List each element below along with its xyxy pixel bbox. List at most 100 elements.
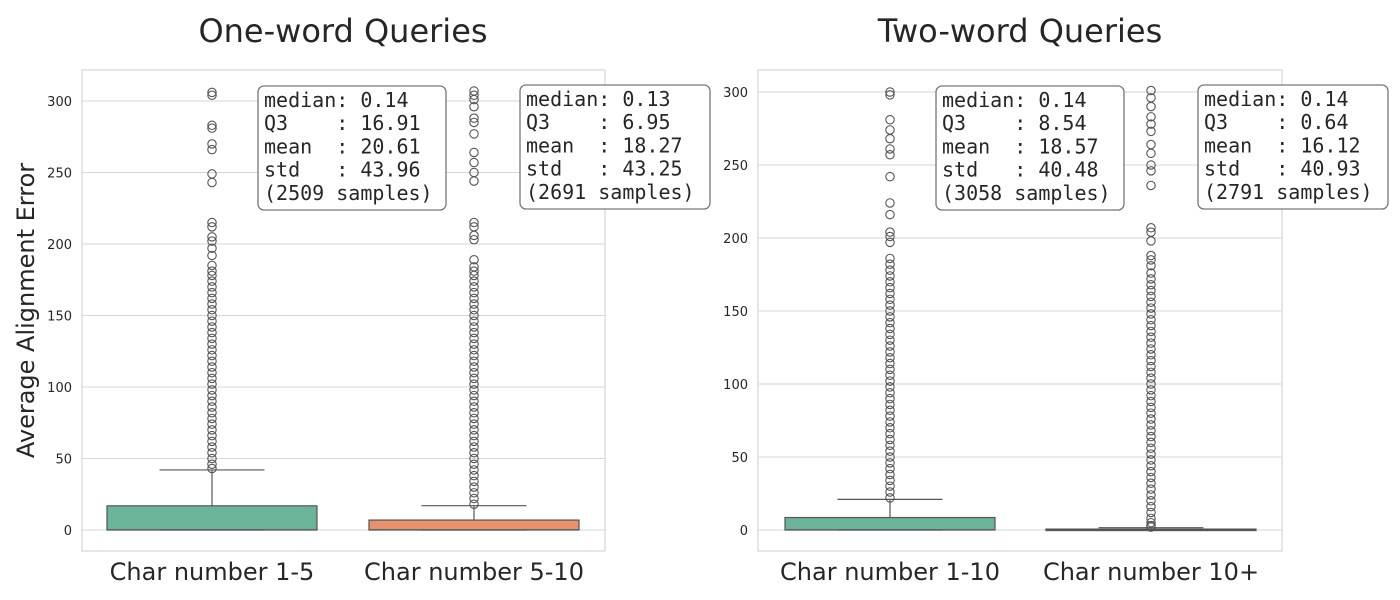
outlier-point	[207, 396, 217, 407]
y-tick-label: 250	[47, 167, 72, 182]
outlier-point	[469, 356, 479, 367]
outlier-point	[885, 440, 895, 451]
outlier-point	[885, 300, 895, 310]
outlier-point	[885, 475, 895, 486]
x-category-label: Char number 1-5	[110, 558, 315, 586]
outlier-point	[1146, 338, 1156, 348]
y-tick-label: 100	[723, 378, 748, 393]
outlier-point	[469, 94, 479, 105]
outlier-point	[885, 323, 895, 334]
stats-line: mean : 20.61	[264, 134, 421, 158]
outlier-point	[207, 385, 217, 395]
outlier-point	[207, 322, 217, 332]
outlier-point	[207, 120, 217, 131]
outlier-point	[207, 310, 217, 321]
outlier-point	[1146, 268, 1156, 278]
outlier-point	[207, 430, 217, 441]
outlier-point	[885, 428, 895, 439]
outlier-point	[469, 413, 479, 424]
outlier-point	[469, 230, 479, 241]
stats-line: Q3 : 0.64	[1204, 110, 1349, 134]
x-category-label: Char number 5-10	[364, 558, 584, 586]
outlier-point	[885, 352, 895, 363]
outlier-point	[469, 390, 479, 401]
box-2	[368, 86, 580, 531]
y-tick-label: 0	[740, 524, 748, 539]
outlier-point	[885, 452, 895, 462]
outlier-point	[885, 458, 895, 468]
outlier-point	[1146, 315, 1156, 325]
outlier-point	[885, 231, 895, 242]
y-tick-label: 50	[731, 451, 748, 466]
outlier-point	[1146, 472, 1156, 483]
outlier-point	[1146, 355, 1156, 366]
outlier-point	[1146, 119, 1156, 129]
outlier-point	[207, 327, 217, 338]
stats-line: std : 40.93	[1204, 157, 1361, 181]
outlier-point	[469, 101, 479, 112]
outlier-point	[469, 430, 479, 441]
outlier-point	[885, 493, 895, 503]
outlier-point	[469, 442, 479, 452]
outlier-point	[207, 379, 217, 389]
outlier-point	[207, 276, 217, 286]
outlier-point	[885, 364, 895, 375]
outlier-point	[207, 459, 217, 469]
outlier-point	[1146, 461, 1156, 471]
stats-line: median: 0.13	[526, 87, 671, 111]
outlier-point	[469, 234, 479, 245]
outlier-point	[207, 260, 217, 271]
outlier-point	[1146, 484, 1156, 494]
outlier-point	[469, 453, 479, 464]
outlier-point	[1146, 431, 1156, 442]
outlier-point	[207, 390, 217, 401]
outlier-point	[885, 370, 895, 380]
outlier-point	[469, 176, 479, 186]
box-1	[106, 87, 318, 531]
outlier-point	[207, 177, 217, 188]
outlier-point	[885, 133, 895, 144]
outlier-point	[469, 367, 479, 378]
outlier-point	[1146, 309, 1156, 319]
x-category-label: Char number 1-10	[780, 558, 1000, 586]
outlier-point	[885, 388, 895, 398]
y-tick-label: 200	[723, 232, 748, 247]
outlier-point	[207, 287, 217, 298]
outlier-point	[885, 463, 895, 474]
outlier-point	[1146, 522, 1156, 532]
outlier-point	[885, 417, 895, 427]
y-tick-label: 100	[47, 381, 72, 396]
outlier-point	[469, 276, 479, 286]
outlier-point	[1146, 160, 1156, 170]
outlier-point	[1146, 285, 1156, 296]
outlier-point	[885, 312, 895, 322]
outlier-point	[1146, 385, 1156, 395]
outlier-point	[207, 367, 217, 378]
outlier-point	[469, 350, 479, 361]
box-iqr	[106, 505, 318, 531]
chart-title: Two-word Queries	[877, 12, 1163, 50]
panel-two-word-queries: 0 50 100 150 200 250 300 Two-word Queries Char n…	[723, 12, 1389, 586]
y-tick-label: 0	[64, 524, 72, 539]
outlier-point	[469, 254, 479, 265]
outlier-point	[469, 493, 479, 504]
outlier-point	[207, 425, 217, 435]
outlier-point	[207, 407, 217, 418]
panel-one-word-queries: 0 50 100 150 200 250 300 One-word Queries Averag…	[12, 12, 711, 586]
outlier-point	[207, 299, 217, 309]
outlier-point	[1146, 166, 1156, 176]
stats-line: mean : 18.27	[526, 133, 683, 157]
stats-line: median: 0.14	[264, 88, 409, 112]
outlier-point	[1146, 361, 1156, 372]
outlier-point	[1146, 255, 1156, 265]
outlier-point	[1146, 466, 1156, 477]
outlier-point	[469, 419, 479, 429]
outlier-point	[469, 476, 479, 487]
outlier-point	[1146, 223, 1156, 233]
outlier-point	[1146, 420, 1156, 430]
outlier-point	[469, 299, 479, 309]
outlier-point	[885, 399, 895, 410]
outlier-point	[1146, 320, 1156, 331]
outlier-point	[1146, 414, 1156, 424]
